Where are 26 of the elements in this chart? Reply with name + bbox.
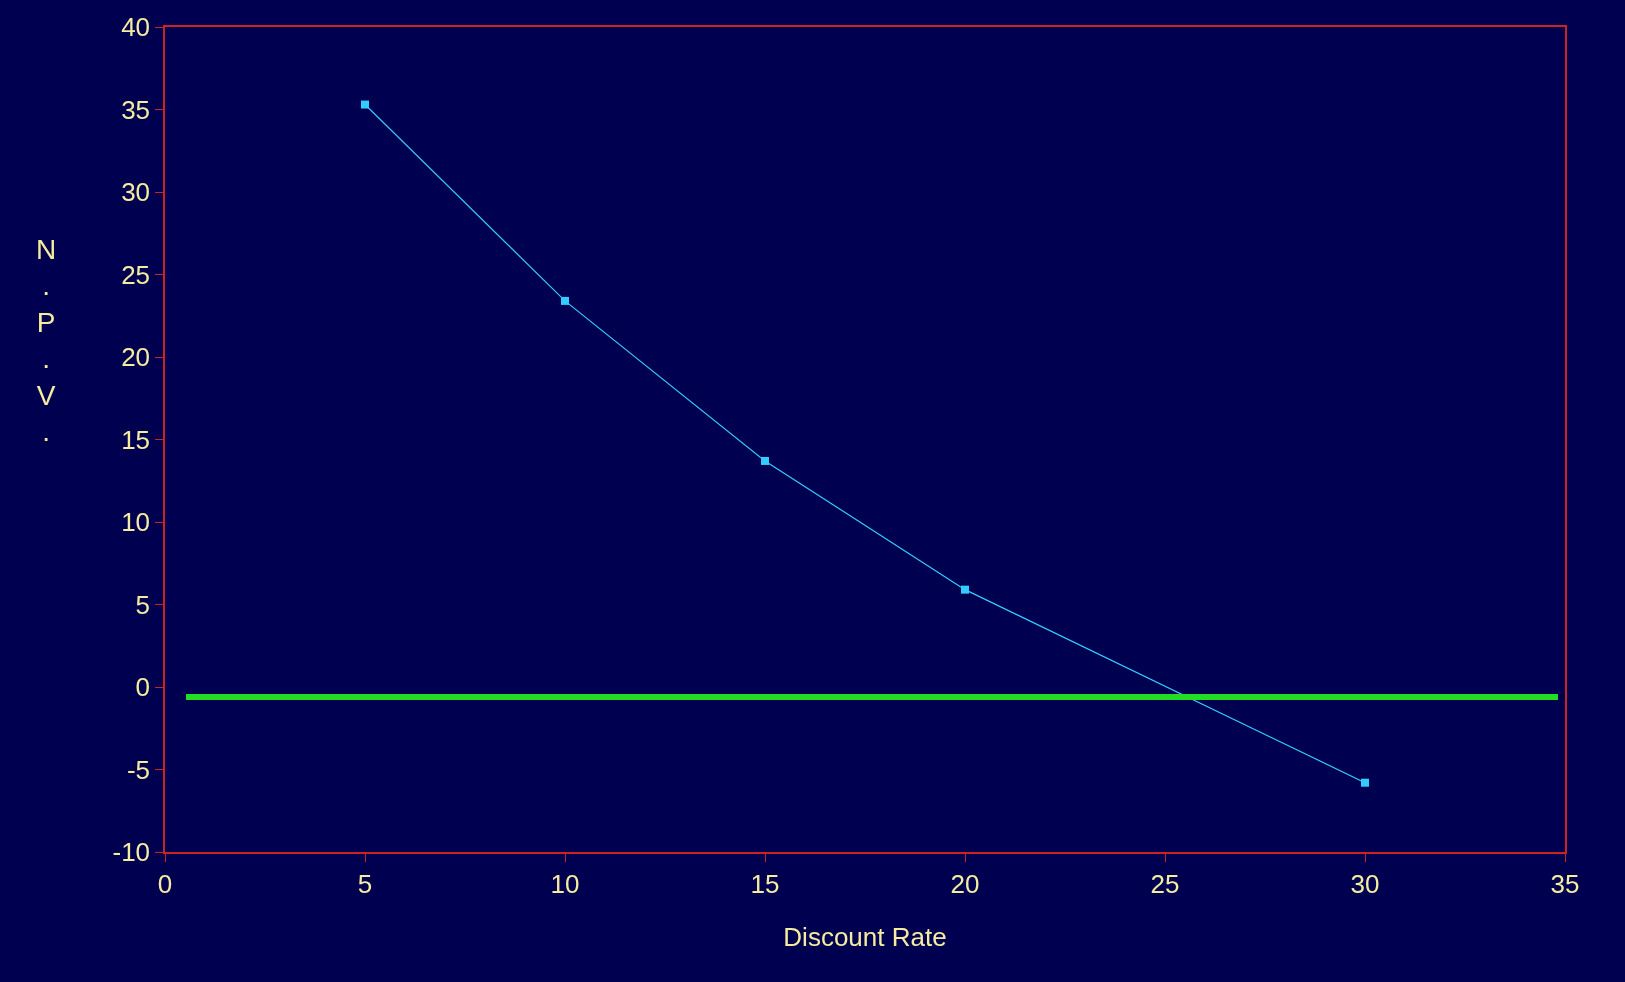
x-tick-label: 35 — [1550, 868, 1580, 899]
y-tick-label: 0 — [135, 672, 151, 703]
x-tick-label: 20 — [950, 868, 980, 899]
y-axis-title: N.P.V. — [36, 234, 57, 447]
x-tick-label: 0 — [157, 868, 173, 899]
point — [1361, 778, 1369, 787]
y-tick-label: 25 — [121, 259, 151, 290]
x-tick-label: 5 — [357, 868, 373, 899]
point — [561, 296, 569, 305]
x-axis-title: Discount Rate — [783, 922, 947, 953]
x-tick-label: 25 — [1150, 868, 1180, 899]
x-tick-label: 15 — [750, 868, 780, 899]
y-tick-label: -10 — [112, 837, 151, 868]
y-tick-label: -5 — [126, 754, 151, 785]
y-tick-label: 35 — [121, 94, 151, 125]
y-tick-label: 20 — [121, 342, 151, 373]
y-tick-label: 10 — [121, 507, 151, 538]
y-tick-label: 5 — [135, 589, 151, 620]
y-tick-label: 15 — [121, 424, 151, 455]
x-tick-label: 10 — [550, 868, 580, 899]
x-tick-label: 30 — [1350, 868, 1380, 899]
y-tick-label: 30 — [121, 177, 151, 208]
point — [361, 100, 369, 109]
y-tick-label: 40 — [121, 12, 151, 43]
point — [761, 456, 769, 465]
point — [961, 585, 969, 594]
